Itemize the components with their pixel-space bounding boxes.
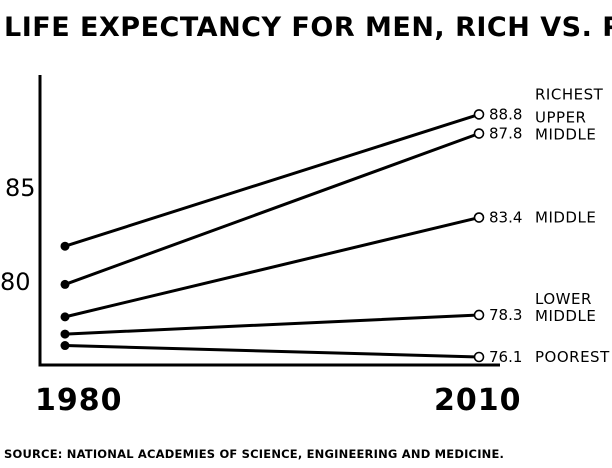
start-point [60,312,70,322]
start-point [60,341,70,351]
data-label: 78.3 [489,306,522,324]
series-label: RICHEST [535,85,604,103]
series-label-line: LOWER [535,290,592,308]
series-line [63,344,481,359]
end-point [473,309,485,321]
end-point [473,128,485,139]
data-label: 83.4 [489,209,522,227]
series-label-line: MIDDLE [535,209,596,227]
series-label-line: MIDDLE [535,126,596,144]
x-tick-label: 1980 [35,383,123,418]
start-point [60,279,70,289]
source-note: SOURCE: NATIONAL ACADEMIES OF SCIENCE, E… [4,447,504,461]
start-point [60,329,70,339]
series-label-line: POOREST [535,348,610,366]
y-tick-label: 85 [5,174,36,202]
series-label: UPPER MIDDLE [535,109,596,144]
data-label: 87.8 [489,125,522,143]
series-label: MIDDLE [535,209,596,227]
end-point [473,351,485,363]
y-tick-label: 80 [0,268,31,296]
series-line [63,313,481,336]
series-label: POOREST [535,348,610,366]
series-line [63,216,481,319]
chart-title: LIFE EXPECTANCY FOR MEN, RICH VS. POOR [4,12,612,43]
series-label-line: RICHEST [535,85,604,103]
start-point [60,241,70,251]
series-line [63,112,481,248]
series-label: LOWER MIDDLE [535,290,596,325]
data-label: 88.8 [489,105,522,123]
data-label: 76.1 [489,348,522,366]
end-point [473,109,485,120]
end-point [473,212,485,223]
x-tick-label: 2010 [434,383,522,418]
series-label-line: UPPER [535,109,586,127]
series-label-line: MIDDLE [535,307,596,325]
series-line [63,132,481,286]
